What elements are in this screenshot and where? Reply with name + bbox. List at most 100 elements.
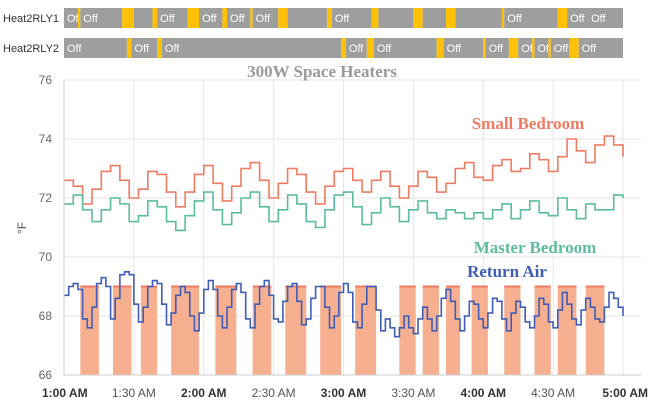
relay-row-Heat2RLY2: Heat2RLY2 Off Off Off Off Off Off Off Off Off Off O…: [3, 38, 623, 58]
relay-segment-off: [567, 8, 589, 28]
relay-label: Heat2RLY1: [3, 13, 59, 25]
relay-segment-on: [222, 8, 228, 28]
heating-bar: [399, 286, 416, 375]
relay-segment-off: [64, 38, 127, 58]
relay-segment-on: [157, 38, 162, 58]
relay-segment-on: [413, 8, 423, 28]
relay-segment-off: [80, 8, 123, 28]
relay-segment-off: [133, 8, 153, 28]
relay-segment-on: [366, 38, 374, 58]
series-label-return-air: Return Air: [467, 262, 547, 281]
relay-state-label: Off: [83, 13, 98, 25]
series-line-master-bedroom: [64, 191, 624, 232]
relay-segment-off: [331, 8, 372, 28]
relay-segment-on: [126, 38, 132, 58]
heating-bar: [112, 286, 132, 375]
relay-segment-off: [64, 8, 78, 28]
x-tick-label: 1:00 AM: [42, 386, 88, 400]
relay-segment-off: [518, 38, 533, 58]
relay-segment-on: [508, 38, 519, 58]
relay-state-label: Off: [165, 43, 180, 55]
relay-segment-off: [373, 38, 437, 58]
x-tick-label: 5:00 AM: [602, 386, 648, 400]
y-tick-label: 72: [39, 191, 53, 205]
series-lines: Small Bedroom Master Bedroom Return Air: [64, 114, 624, 338]
x-tick-label: 3:00 AM: [321, 386, 367, 400]
heating-bar: [80, 286, 99, 375]
relay-segment-on: [445, 8, 456, 28]
relay-segment-on: [548, 38, 551, 58]
relay-segment-on: [278, 8, 288, 28]
relay-segment-on: [569, 38, 579, 58]
relay-segment-on: [371, 8, 379, 28]
relay-segment-off: [504, 8, 558, 28]
x-tick-label: 4:00 AM: [460, 386, 506, 400]
relay-segment-on: [501, 8, 505, 28]
relay-segment-off: [550, 38, 570, 58]
x-tick-label: 2:00 AM: [181, 386, 227, 400]
relay-segment-on: [122, 8, 134, 28]
relay-row-Heat2RLY1: Heat2RLY1 Off Off Off Off Off Off Off Off Off Off: [3, 8, 623, 28]
series-line-return-air: [64, 271, 624, 338]
chart-title: 300W Space Heaters: [247, 62, 397, 81]
y-tick-label: 74: [39, 132, 53, 146]
x-tick-label: 4:30 AM: [531, 386, 575, 400]
y-tick-label: 66: [39, 368, 53, 382]
x-tick-label: 1:30 AM: [112, 386, 156, 400]
relay-segment-off: [157, 8, 188, 28]
series-label-small-bedroom: Small Bedroom: [472, 114, 585, 133]
relay-segment-on: [250, 8, 253, 28]
relay-segment-on: [77, 8, 81, 28]
chart-axes: 66 68 70 72 74 76 1:00 AM 1:30 AM 2:00 AM 2:30 AM…: [39, 73, 648, 400]
heating-bar: [534, 286, 551, 375]
relay-segment-off: [131, 38, 158, 58]
heating-bar: [252, 286, 272, 375]
heating-bar: [355, 286, 377, 375]
relay-state-label: Off: [135, 43, 150, 55]
y-axis-label: °F: [15, 222, 29, 234]
relay-segment-off: [227, 8, 251, 28]
y-tick-label: 76: [39, 73, 53, 87]
heating-bar: [215, 286, 237, 375]
relay-state-label: Off: [582, 43, 597, 55]
heating-bar: [471, 286, 488, 375]
relay-segment-off: [422, 8, 446, 28]
heating-bars: [80, 285, 605, 375]
y-tick-label: 68: [39, 309, 53, 323]
relay-segment-on: [187, 8, 200, 28]
relay-state-label: Off: [335, 13, 350, 25]
relay-state-label: Off: [447, 43, 462, 55]
relay-timeline: Heat2RLY1 Off Off Off Off Off Off Off Off Off Off H…: [3, 8, 623, 58]
relay-segment-off: [588, 8, 623, 28]
y-tick-label: 70: [39, 250, 53, 264]
x-tick-label: 3:30 AM: [391, 386, 435, 400]
relay-state-label: Off: [507, 13, 522, 25]
relay-state-label: Off: [349, 43, 364, 55]
relay-segment-off: [443, 38, 484, 58]
relay-segment-on: [557, 8, 568, 28]
relay-label: Heat2RLY2: [3, 43, 59, 55]
relay-state-label: Off: [160, 13, 175, 25]
relay-state-label: Off: [202, 13, 217, 25]
heating-bar: [285, 286, 307, 375]
relay-segment-off: [252, 8, 279, 28]
relay-segment-off: [578, 38, 623, 58]
relay-state-label: Off: [489, 43, 504, 55]
heating-bar: [320, 286, 342, 375]
relay-segment-off: [345, 38, 367, 58]
relay-segment-on: [341, 38, 346, 58]
heating-bar: [140, 286, 158, 375]
series-line-small-bedroom: [64, 135, 624, 208]
x-tick-label: 2:30 AM: [252, 386, 296, 400]
relay-state-label: Off: [256, 13, 271, 25]
relay-segment-off: [455, 8, 502, 28]
series-label-master-bedroom: Master Bedroom: [474, 238, 597, 257]
relay-state-label: Off: [591, 13, 606, 25]
relay-segment-on: [152, 8, 158, 28]
relay-segment-off: [485, 38, 509, 58]
relay-state-label: Off: [554, 43, 569, 55]
relay-segment-off: [161, 38, 342, 58]
heating-bar: [445, 286, 460, 375]
